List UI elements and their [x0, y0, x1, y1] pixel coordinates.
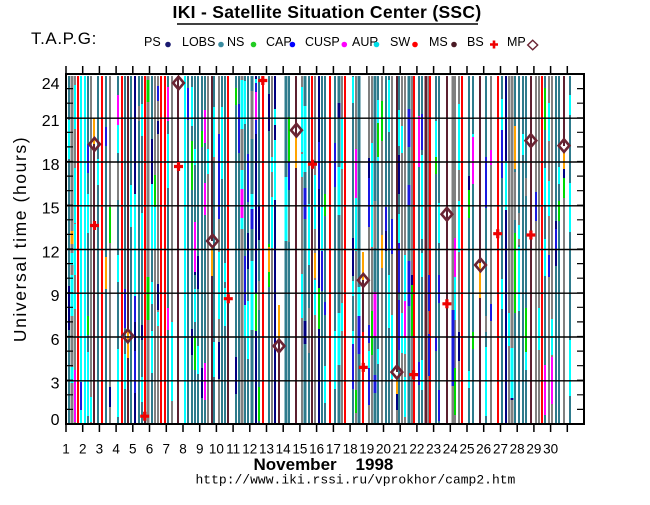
- svg-text:Universal time (hours): Universal time (hours): [10, 136, 30, 342]
- svg-text:19: 19: [359, 442, 374, 457]
- svg-text:16: 16: [309, 442, 324, 457]
- svg-text:28: 28: [510, 442, 525, 457]
- svg-text:25: 25: [459, 442, 474, 457]
- svg-text:PS: PS: [144, 35, 161, 49]
- svg-text:26: 26: [476, 442, 491, 457]
- svg-text:6: 6: [51, 332, 60, 349]
- svg-text:21: 21: [393, 442, 408, 457]
- svg-text:29: 29: [526, 442, 541, 457]
- svg-text:23: 23: [426, 442, 441, 457]
- svg-text:15: 15: [42, 201, 60, 218]
- svg-text:20: 20: [376, 442, 391, 457]
- svg-text:14: 14: [276, 442, 292, 457]
- svg-text:15: 15: [292, 442, 307, 457]
- svg-text:1: 1: [62, 442, 70, 457]
- svg-text:SW: SW: [390, 35, 410, 49]
- svg-text:2: 2: [79, 442, 87, 457]
- svg-text:4: 4: [112, 442, 120, 457]
- svg-text:7: 7: [163, 442, 171, 457]
- svg-text:9: 9: [196, 442, 204, 457]
- svg-text:3: 3: [51, 376, 60, 393]
- svg-text:IKI - Satellite Situation Cent: IKI - Satellite Situation Center (SSC): [173, 2, 482, 22]
- svg-text:MP: MP: [507, 35, 526, 49]
- svg-text:6: 6: [146, 442, 154, 457]
- svg-text:LOBS: LOBS: [182, 35, 215, 49]
- svg-text:21: 21: [42, 113, 60, 130]
- svg-text:18: 18: [343, 442, 358, 457]
- svg-text:18: 18: [42, 157, 60, 174]
- svg-text:3: 3: [96, 442, 104, 457]
- svg-text:27: 27: [493, 442, 508, 457]
- svg-text:AUR: AUR: [352, 35, 378, 49]
- svg-text:12: 12: [42, 244, 60, 261]
- svg-text:9: 9: [51, 288, 60, 305]
- svg-text:5: 5: [129, 442, 137, 457]
- svg-text:0: 0: [51, 412, 60, 429]
- svg-text:MS: MS: [429, 35, 448, 49]
- svg-text:22: 22: [409, 442, 424, 457]
- svg-text:November 1998: November 1998: [254, 455, 394, 474]
- svg-text:24: 24: [443, 442, 459, 457]
- svg-text:CAP: CAP: [266, 35, 292, 49]
- svg-text:T.A.P.G:: T.A.P.G:: [31, 29, 97, 48]
- svg-text:BS: BS: [467, 35, 484, 49]
- svg-text:30: 30: [543, 442, 558, 457]
- svg-text:12: 12: [242, 442, 257, 457]
- svg-text:CUSP: CUSP: [305, 35, 340, 49]
- svg-text:17: 17: [326, 442, 341, 457]
- svg-text:8: 8: [179, 442, 187, 457]
- svg-text:13: 13: [259, 442, 274, 457]
- svg-text:11: 11: [226, 442, 240, 457]
- svg-text:24: 24: [42, 76, 60, 93]
- svg-text:NS: NS: [227, 35, 244, 49]
- svg-text:http://www.iki.rssi.ru/vprokho: http://www.iki.rssi.ru/vprokhor/camp2.ht…: [196, 473, 516, 488]
- svg-text:10: 10: [209, 442, 224, 457]
